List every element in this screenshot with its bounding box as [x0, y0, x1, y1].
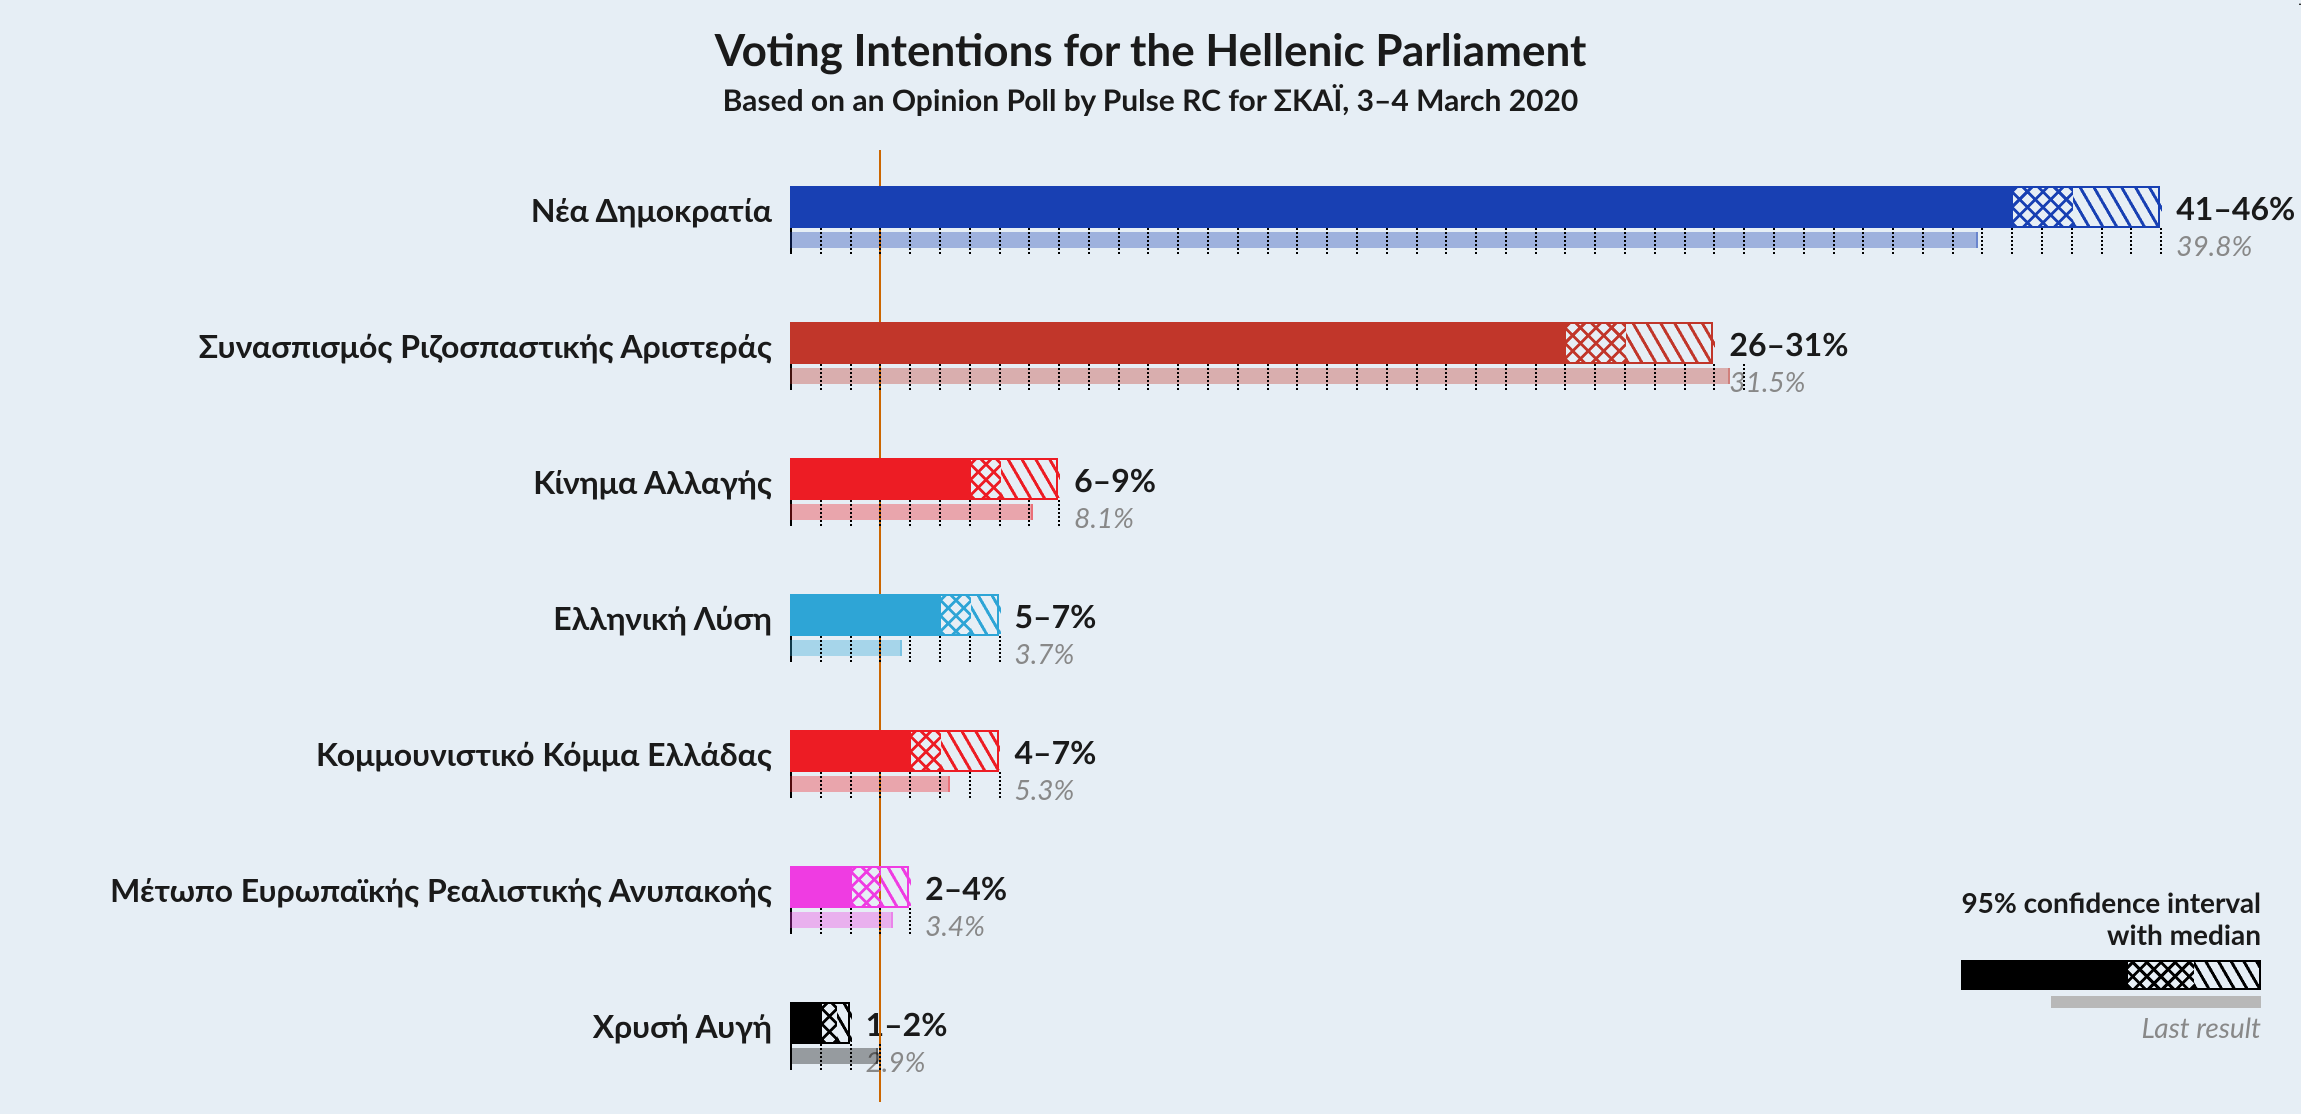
last-result-label: 3.7% — [1015, 636, 1075, 670]
last-result-bar — [790, 912, 891, 928]
last-result-label: 8.1% — [1074, 500, 1134, 534]
range-label: 5–7% — [1015, 596, 1097, 635]
legend-last-bar — [2051, 996, 2261, 1008]
party-row: 6–9%8.1% — [790, 422, 2190, 558]
range-label: 26–31% — [1729, 324, 1848, 363]
last-result-label: 3.4% — [925, 908, 985, 942]
party-label: Ελληνική Λύση — [553, 598, 772, 637]
range-label: 1–2% — [866, 1004, 948, 1043]
copyright-text: © 2021 Filip van Laenen — [2295, 0, 2301, 6]
confidence-bar — [790, 186, 2160, 228]
last-result-bar — [790, 640, 900, 656]
legend-confidence-bar — [1961, 960, 2261, 990]
legend-line2: with median — [1961, 918, 2261, 950]
legend-line1: 95% confidence interval — [1961, 886, 2261, 918]
range-label: 4–7% — [1015, 732, 1097, 771]
party-label: Μέτωπο Ευρωπαϊκής Ρεαλιστικής Ανυπακοής — [110, 870, 772, 909]
last-result-bar — [790, 368, 1728, 384]
party-label: Κίνημα Αλλαγής — [533, 462, 772, 501]
range-label: 6–9% — [1074, 460, 1156, 499]
confidence-bar — [790, 322, 1713, 364]
party-label: Συνασπισμός Ριζοσπαστικής Αριστεράς — [199, 326, 772, 365]
voting-intentions-chart: Voting Intentions for the Hellenic Parli… — [0, 0, 2301, 1114]
range-label: 2–4% — [925, 868, 1007, 907]
last-result-label: 5.3% — [1015, 772, 1075, 806]
confidence-bar — [790, 594, 999, 636]
confidence-bar — [790, 866, 909, 908]
chart-subtitle: Based on an Opinion Poll by Pulse RC for… — [0, 82, 2301, 118]
party-label: Νέα Δημοκρατία — [531, 190, 772, 229]
confidence-bar — [790, 1002, 850, 1044]
last-result-label: 39.8% — [2176, 228, 2252, 262]
legend: 95% confidence intervalwith median Last r… — [1961, 886, 2261, 1044]
party-label: Κομμουνιστικό Κόμμα Ελλάδας — [316, 734, 772, 773]
last-result-label: 31.5% — [1729, 364, 1805, 398]
party-row: 26–31%31.5% — [790, 286, 2190, 422]
confidence-bar — [790, 458, 1058, 500]
party-row: 4–7%5.3% — [790, 694, 2190, 830]
party-row: 5–7%3.7% — [790, 558, 2190, 694]
range-label: 41–46% — [2176, 188, 2295, 227]
legend-last-label: Last result — [1961, 1010, 2261, 1044]
last-result-bar — [790, 1048, 876, 1064]
party-row: 41–46%39.8% — [790, 150, 2190, 286]
party-label: Χρυσή Αυγή — [593, 1006, 772, 1045]
last-result-bar — [790, 776, 948, 792]
confidence-bar — [790, 730, 999, 772]
chart-title: Voting Intentions for the Hellenic Parli… — [0, 24, 2301, 76]
